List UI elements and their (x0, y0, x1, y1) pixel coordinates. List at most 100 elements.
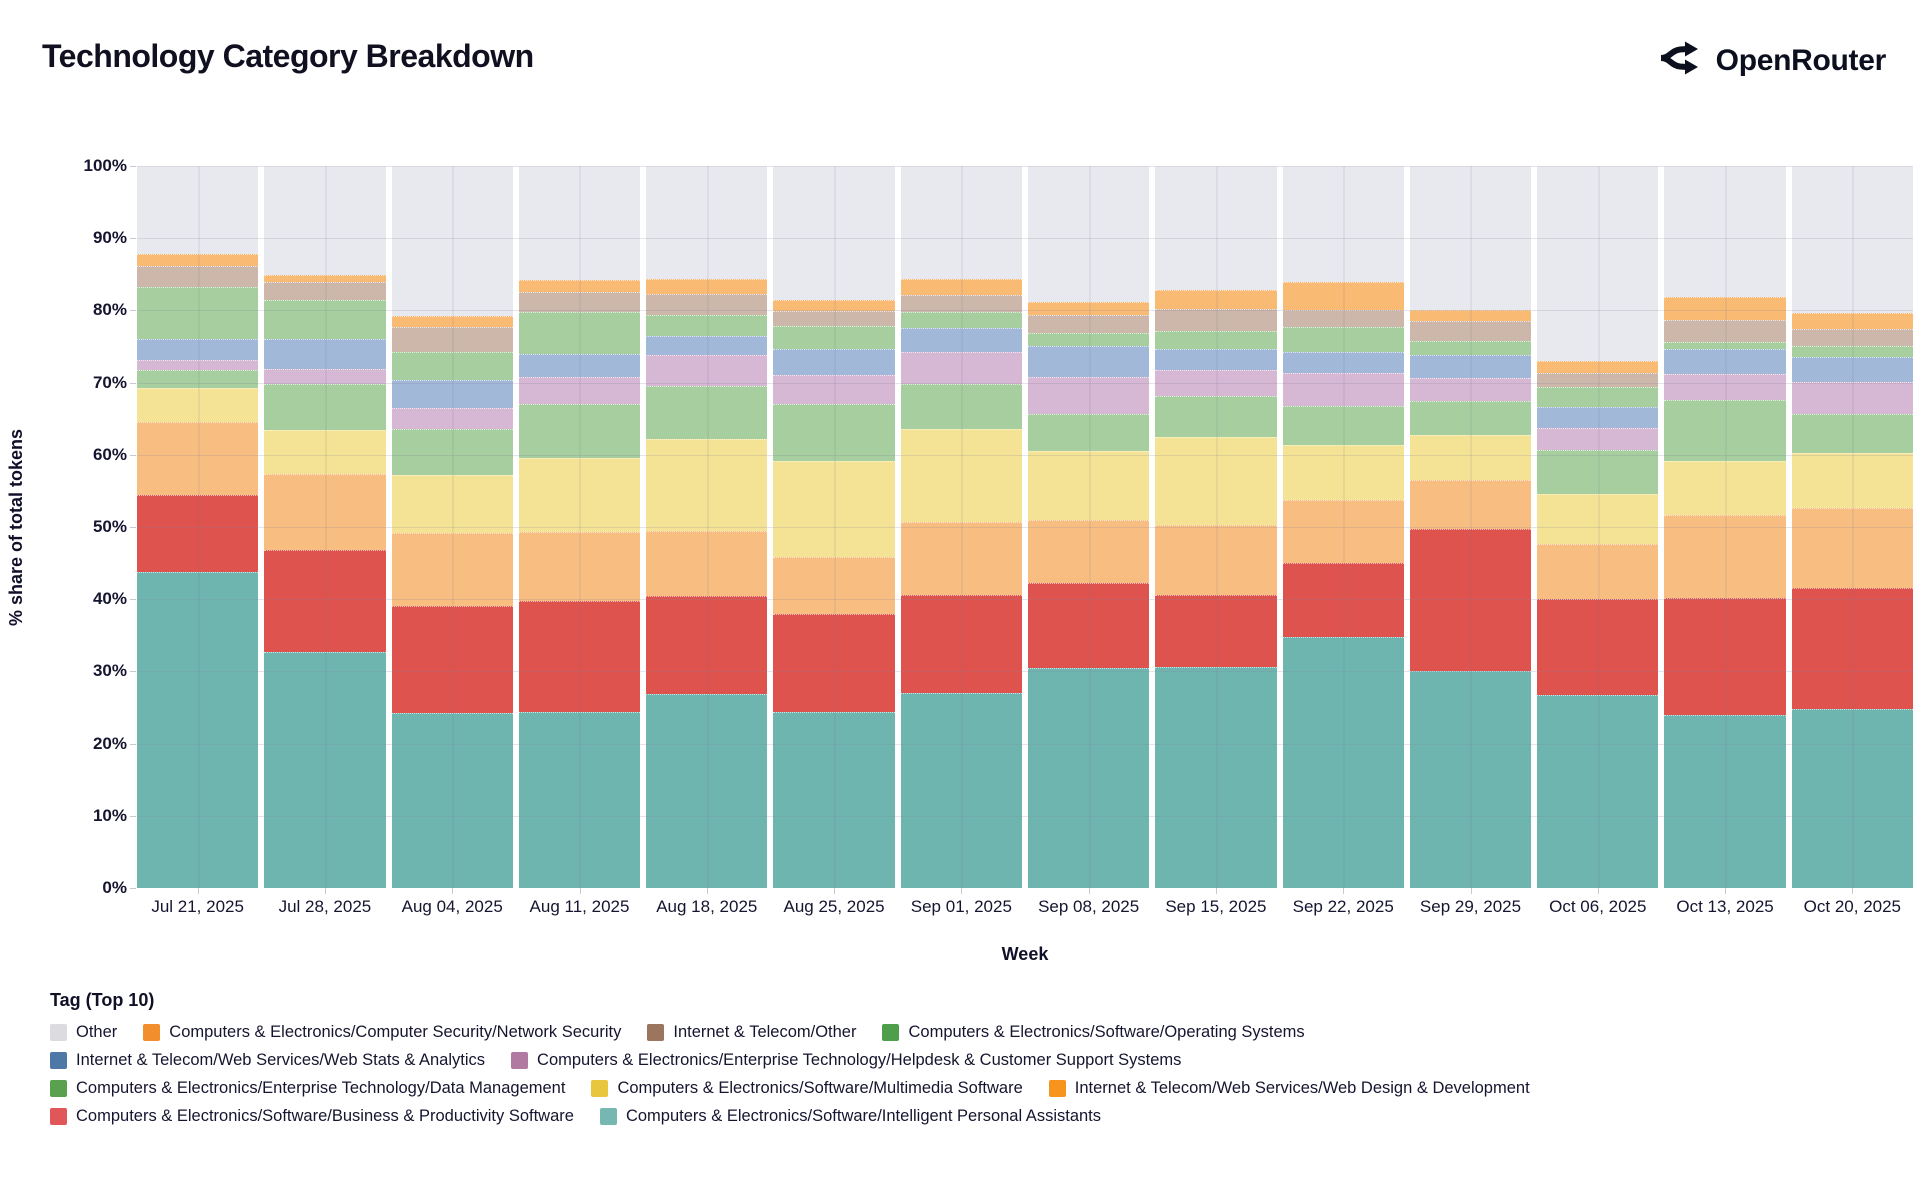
bar-segment[interactable] (1282, 327, 1404, 352)
bar-segment[interactable] (1027, 314, 1150, 333)
bar-segment[interactable] (1409, 340, 1532, 356)
bar-segment[interactable] (1282, 373, 1404, 406)
bar-segment[interactable] (1409, 480, 1532, 530)
brand-logo[interactable]: OpenRouter (1658, 36, 1886, 85)
bar-segment[interactable] (1791, 345, 1913, 358)
bar-segment[interactable] (137, 494, 259, 572)
bar-week-oct-20-2025[interactable] (1791, 166, 1913, 888)
bar-segment[interactable] (900, 166, 1022, 280)
bar-segment[interactable] (1537, 544, 1659, 599)
bar-segment[interactable] (518, 166, 641, 281)
bar-segment[interactable] (646, 355, 768, 386)
bar-segment[interactable] (137, 339, 259, 360)
legend-item[interactable]: Computers & Electronics/Enterprise Techn… (50, 1079, 565, 1098)
bar-segment[interactable] (1155, 348, 1277, 371)
bar-week-jul-21-2025[interactable] (137, 166, 259, 888)
bar-segment[interactable] (391, 380, 513, 408)
bar-segment[interactable] (1537, 361, 1659, 374)
bar-week-jul-28-2025[interactable] (264, 166, 386, 888)
bar-segment[interactable] (900, 521, 1022, 595)
bar-segment[interactable] (1791, 381, 1913, 414)
bar-segment[interactable] (264, 368, 386, 385)
bar-segment[interactable] (773, 166, 895, 300)
bar-segment[interactable] (1791, 587, 1913, 709)
bar-segment[interactable] (1537, 428, 1659, 450)
bar-segment[interactable] (1664, 374, 1786, 400)
bar-segment[interactable] (1027, 519, 1150, 584)
legend-item[interactable]: Internet & Telecom/Other (647, 1023, 856, 1042)
bar-segment[interactable] (1282, 636, 1404, 888)
legend-item[interactable]: Internet & Telecom/Web Services/Web Desi… (1048, 1079, 1530, 1098)
legend-item[interactable]: Computers & Electronics/Software/Busines… (50, 1107, 574, 1126)
bar-segment[interactable] (264, 275, 386, 283)
bar-segment[interactable] (391, 475, 513, 533)
bar-segment[interactable] (137, 254, 259, 266)
bar-segment[interactable] (1664, 319, 1786, 342)
bar-segment[interactable] (264, 282, 386, 300)
bar-segment[interactable] (137, 286, 259, 340)
bar-week-oct-13-2025[interactable] (1664, 166, 1786, 888)
bar-segment[interactable] (1027, 376, 1150, 415)
bar-segment[interactable] (646, 693, 768, 888)
bar-week-aug-25-2025[interactable] (773, 166, 895, 888)
bar-segment[interactable] (1664, 461, 1786, 515)
bar-segment[interactable] (264, 384, 386, 431)
bar-week-sep-15-2025[interactable] (1155, 166, 1277, 888)
bar-segment[interactable] (1409, 671, 1532, 888)
bar-segment[interactable] (900, 384, 1022, 429)
bar-segment[interactable] (1155, 667, 1277, 888)
bar-segment[interactable] (1664, 399, 1786, 462)
bar-week-aug-04-2025[interactable] (391, 166, 513, 888)
bar-segment[interactable] (773, 375, 895, 404)
bar-segment[interactable] (1409, 355, 1532, 379)
bar-segment[interactable] (1409, 378, 1532, 401)
bar-segment[interactable] (264, 473, 386, 551)
bar-segment[interactable] (1409, 309, 1532, 322)
bar-segment[interactable] (646, 438, 768, 532)
bar-segment[interactable] (1791, 357, 1913, 382)
bar-week-sep-22-2025[interactable] (1282, 166, 1404, 888)
bar-segment[interactable] (1664, 349, 1786, 374)
bar-segment[interactable] (1664, 341, 1786, 350)
bar-segment[interactable] (1791, 312, 1913, 329)
bar-segment[interactable] (1155, 594, 1277, 668)
bar-segment[interactable] (391, 532, 513, 607)
bar-segment[interactable] (1155, 436, 1277, 525)
bar-week-aug-11-2025[interactable] (518, 166, 641, 888)
bar-week-oct-06-2025[interactable] (1537, 166, 1659, 888)
bar-segment[interactable] (391, 327, 513, 353)
bar-segment[interactable] (1155, 330, 1277, 349)
bar-segment[interactable] (518, 532, 641, 601)
bar-week-sep-08-2025[interactable] (1027, 166, 1150, 888)
bar-segment[interactable] (1409, 321, 1532, 341)
bar-segment[interactable] (773, 556, 895, 614)
bar-segment[interactable] (1027, 450, 1150, 520)
bar-segment[interactable] (391, 352, 513, 381)
bar-segment[interactable] (264, 651, 386, 888)
bar-segment[interactable] (646, 335, 768, 356)
bar-segment[interactable] (137, 265, 259, 287)
bar-segment[interactable] (900, 594, 1022, 694)
bar-segment[interactable] (264, 299, 386, 339)
bar-segment[interactable] (1409, 400, 1532, 435)
legend-item[interactable]: Computers & Electronics/Enterprise Techn… (511, 1051, 1181, 1070)
bar-week-aug-18-2025[interactable] (646, 166, 768, 888)
bar-segment[interactable] (137, 571, 259, 888)
bar-segment[interactable] (773, 403, 895, 461)
bar-segment[interactable] (646, 385, 768, 439)
bar-segment[interactable] (518, 311, 641, 354)
bar-segment[interactable] (1155, 309, 1277, 331)
bar-segment[interactable] (900, 693, 1022, 888)
bar-segment[interactable] (773, 711, 895, 888)
bar-segment[interactable] (264, 166, 386, 276)
bar-segment[interactable] (1282, 445, 1404, 501)
bar-segment[interactable] (900, 311, 1022, 328)
bar-segment[interactable] (773, 325, 895, 349)
bar-segment[interactable] (1537, 387, 1659, 408)
legend-item[interactable]: Computers & Electronics/Computer Securit… (143, 1023, 621, 1042)
bar-segment[interactable] (518, 457, 641, 533)
bar-segment[interactable] (1791, 413, 1913, 454)
bar-segment[interactable] (391, 315, 513, 328)
bar-segment[interactable] (137, 422, 259, 495)
bar-segment[interactable] (518, 280, 641, 293)
